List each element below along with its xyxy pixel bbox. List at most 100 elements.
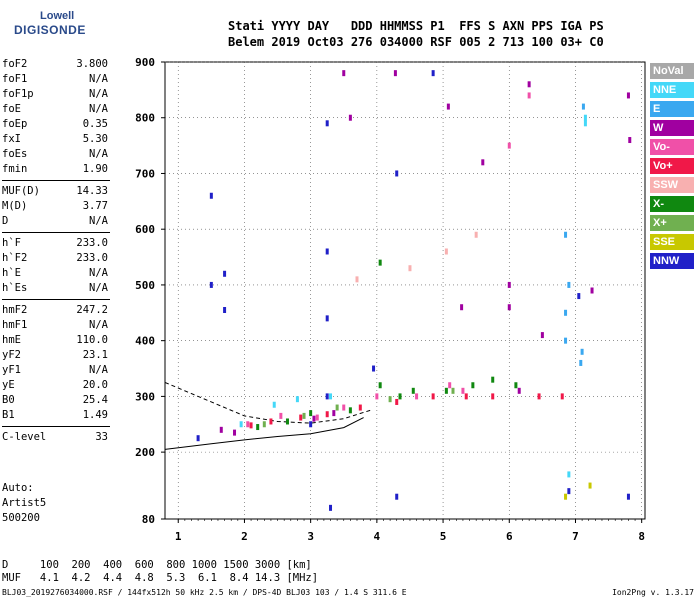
echo-point bbox=[527, 92, 531, 99]
param-value: 233.0 bbox=[76, 237, 108, 249]
legend-item: Vo- bbox=[650, 139, 694, 155]
echo-point bbox=[219, 426, 223, 433]
echo-point bbox=[491, 376, 495, 383]
version-label: Ion2Png v. 1.3.17 bbox=[612, 588, 694, 597]
param-row: hmF2 247.2 bbox=[2, 303, 112, 318]
auto-line3: 500200 bbox=[2, 512, 40, 524]
param-row: MUF(D) 14.33 bbox=[2, 184, 112, 199]
param-separator bbox=[2, 177, 110, 181]
param-separator bbox=[2, 229, 110, 233]
echo-point bbox=[393, 70, 397, 77]
x-tick-label: 7 bbox=[572, 530, 579, 543]
legend-item: E bbox=[650, 101, 694, 117]
param-value: 233.0 bbox=[76, 252, 108, 264]
echo-point bbox=[375, 393, 379, 400]
param-row: hmF1 N/A bbox=[2, 318, 112, 333]
echo-point bbox=[537, 393, 541, 400]
y-tick-label: 900 bbox=[135, 56, 155, 69]
param-row: yF1 N/A bbox=[2, 363, 112, 378]
echo-point bbox=[272, 401, 276, 408]
param-value: 23.1 bbox=[82, 349, 108, 361]
param-row: h`Es N/A bbox=[2, 281, 112, 296]
param-value: N/A bbox=[89, 215, 108, 227]
param-row: yE 20.0 bbox=[2, 378, 112, 393]
param-value: N/A bbox=[89, 319, 108, 331]
echo-point bbox=[540, 332, 544, 339]
param-row: fxI 5.30 bbox=[2, 132, 112, 147]
true-height-curve bbox=[164, 417, 364, 450]
echo-point bbox=[299, 414, 303, 421]
param-key: fmin bbox=[2, 163, 28, 175]
muf-table: D 100 200 400 600 800 1000 1500 3000 [km… bbox=[2, 559, 318, 585]
y-tick-label: 800 bbox=[135, 112, 155, 125]
echo-point bbox=[628, 137, 632, 144]
param-key: foEs bbox=[2, 148, 28, 160]
param-value: 5.30 bbox=[82, 133, 108, 145]
echo-point bbox=[256, 424, 260, 431]
param-key: foF1 bbox=[2, 73, 28, 85]
echo-point bbox=[285, 418, 289, 425]
param-row: M(D) 3.77 bbox=[2, 199, 112, 214]
plot-frame bbox=[164, 61, 646, 520]
echo-point bbox=[388, 396, 392, 403]
echo-point bbox=[279, 412, 283, 419]
legend-item: SSE bbox=[650, 234, 694, 250]
x-tick-label: 4 bbox=[374, 530, 381, 543]
echo-point bbox=[564, 337, 568, 344]
param-value: 1.90 bbox=[82, 163, 108, 175]
echo-point bbox=[590, 287, 594, 294]
echo-point bbox=[527, 81, 531, 88]
param-key: M(D) bbox=[2, 200, 28, 212]
digisonde-logo: Lowell DIGISONDE bbox=[2, 10, 85, 44]
echo-point bbox=[325, 315, 329, 322]
x-tick-label: 6 bbox=[506, 530, 513, 543]
echo-point bbox=[335, 404, 339, 411]
muf-value-row: MUF 4.1 4.2 4.4 4.8 5.3 6.1 8.4 14.3 [MH… bbox=[2, 572, 319, 584]
echo-point bbox=[464, 393, 468, 400]
param-row: yF2 23.1 bbox=[2, 348, 112, 363]
echo-point bbox=[329, 393, 333, 400]
param-value: 3.800 bbox=[76, 58, 108, 70]
station-header: Stati YYYY DAY DDD HHMMSS P1 FFS S AXN P… bbox=[228, 18, 604, 50]
param-value: 25.4 bbox=[82, 394, 108, 406]
echo-point bbox=[342, 70, 346, 77]
echo-point bbox=[567, 281, 571, 288]
echo-point bbox=[579, 359, 583, 366]
param-key: foE bbox=[2, 103, 21, 115]
echo-point bbox=[398, 393, 402, 400]
legend-item: W bbox=[650, 120, 694, 136]
echo-point bbox=[378, 259, 382, 266]
echo-point bbox=[372, 365, 376, 372]
param-key: yE bbox=[2, 379, 15, 391]
param-key: fxI bbox=[2, 133, 21, 145]
param-key: C-level bbox=[2, 431, 47, 443]
param-key: hmF2 bbox=[2, 304, 28, 316]
y-tick-label: 700 bbox=[135, 167, 155, 180]
muf-distance-row: D 100 200 400 600 800 1000 1500 3000 [km… bbox=[2, 559, 312, 571]
echo-point bbox=[348, 114, 352, 121]
param-value: 1.49 bbox=[82, 409, 108, 421]
param-row: foEp 0.35 bbox=[2, 117, 112, 132]
echo-point bbox=[408, 265, 412, 272]
x-tick-label: 5 bbox=[440, 530, 447, 543]
echo-point bbox=[481, 159, 485, 166]
param-key: MUF(D) bbox=[2, 185, 40, 197]
param-value: 3.77 bbox=[82, 200, 108, 212]
echo-point bbox=[325, 393, 329, 400]
param-row: h`E N/A bbox=[2, 266, 112, 281]
y-tick-label: 400 bbox=[135, 335, 155, 348]
echo-point bbox=[342, 404, 346, 411]
echo-point bbox=[431, 70, 435, 77]
param-value: 33 bbox=[95, 431, 108, 443]
echo-point bbox=[580, 348, 584, 355]
param-row: h`F 233.0 bbox=[2, 236, 112, 251]
header-line1: Stati YYYY DAY DDD HHMMSS P1 FFS S AXN P… bbox=[228, 19, 604, 33]
echo-point bbox=[560, 393, 564, 400]
param-row: C-level 33 bbox=[2, 430, 112, 445]
param-row: foF2 3.800 bbox=[2, 57, 112, 72]
header-line2: Belem 2019 Oct03 276 034000 RSF 005 2 71… bbox=[228, 35, 604, 49]
y-tick-label: 80 bbox=[142, 513, 155, 526]
legend-item: NoVal bbox=[650, 63, 694, 79]
echo-point bbox=[583, 114, 587, 121]
param-key: yF1 bbox=[2, 364, 21, 376]
